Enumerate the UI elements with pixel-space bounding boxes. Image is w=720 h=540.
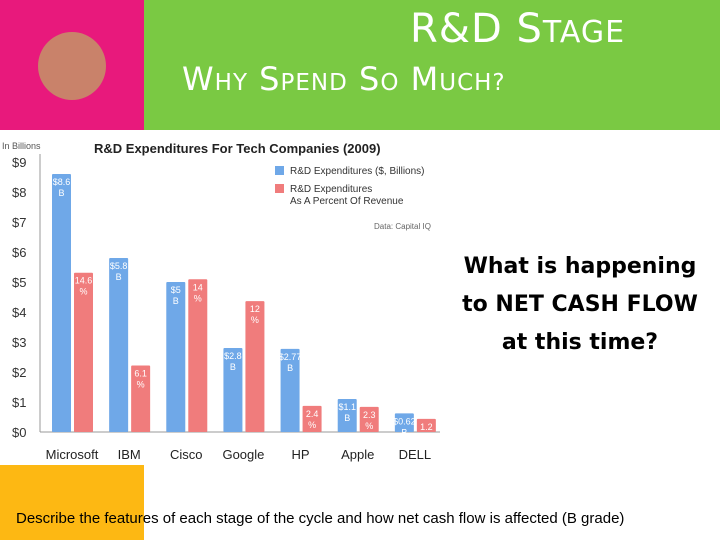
chart-title: R&D Expenditures For Tech Companies (200… [94,141,381,156]
bar-label-percent: 2.4 [306,409,319,419]
legend-label-dollars: R&D Expenditures ($, Billions) [290,166,425,177]
bar-label-dollars: $1.1 [338,402,356,412]
slide-title-line2: WHY SPEND SO MUCH? [182,60,506,98]
y-tick-label: $7 [12,215,26,230]
bar-label-percent-unit: % [137,379,145,389]
bar-label-percent-unit: % [308,420,316,430]
y-tick-label: $0 [12,425,26,440]
y-tick-label: $2 [12,365,26,380]
bar-rd-percent [131,365,151,432]
y-tick-label: $6 [12,245,26,260]
bar-rd-dollars [394,413,414,432]
y-tick-label: $9 [12,155,26,170]
bar-label-dollars: $5.8 [110,261,128,271]
bar-label-dollars: $2.8 [224,351,242,361]
chart-container: R&D Expenditures For Tech Companies (200… [0,130,444,465]
bar-rd-dollars [166,282,186,432]
bar-rd-percent [74,272,93,432]
bar-label-dollars: $2.77 [279,352,302,362]
x-tick-label: Microsoft [46,447,99,462]
bar-label-dollars-unit: B [344,413,350,423]
bar-label-percent-unit: % [194,293,202,303]
legend-swatch-percent [275,184,284,193]
bar-rd-percent [416,418,436,432]
bar-label-percent: 1.2 [420,422,433,432]
bar-label-percent-unit: % [422,433,430,443]
slide-title-line1: R&D STAGE [410,6,626,52]
bar-rd-percent [245,301,265,432]
bar-label-percent-unit: % [79,287,87,297]
x-tick-label: Cisco [170,447,203,462]
y-axis-label: In Billions [2,141,41,151]
x-tick-label: Google [222,447,264,462]
bar-label-dollars-unit: B [58,188,64,198]
bar-label-percent: 12 [250,304,260,314]
bar-label-dollars-unit: B [230,362,236,372]
bar-label-percent-unit: % [365,421,373,431]
bar-label-dollars-unit: B [116,272,122,282]
bar-label-dollars: $5 [171,285,181,295]
y-tick-label: $3 [12,335,26,350]
y-tick-label: $4 [12,305,26,320]
bar-label-dollars: $8.6 [53,177,71,187]
bar-label-percent: 2.3 [363,410,376,420]
legend-swatch-dollars [275,166,284,175]
bar-rd-dollars [223,348,243,432]
footer-instruction: Describe the features of each stage of t… [16,510,625,527]
bar-label-dollars-unit: B [173,296,179,306]
y-tick-label: $8 [12,185,26,200]
bar-rd-percent [302,405,322,432]
title-banner [144,0,720,130]
bar-rd-dollars [52,174,71,432]
question-text: What is happening to NET CASH FLOW at th… [462,254,698,355]
bar-rd-dollars [337,399,357,432]
bar-rd-dollars [109,258,129,432]
x-tick-label: IBM [118,447,141,462]
legend-label-percent-line1: R&D Expenditures [290,184,372,195]
bar-rd-percent [359,406,379,432]
legend-label-percent-line2: As A Percent Of Revenue [290,196,404,207]
y-tick-label: $1 [12,395,26,410]
bar-rd-percent [188,279,208,432]
bar-label-percent: 14 [193,282,203,292]
bar-label-percent-unit: % [251,315,259,325]
source-note: Data: Capital IQ [374,222,431,231]
bar-label-percent: 14.6 [75,276,93,286]
bar-rd-dollars [280,348,300,432]
x-tick-label: HP [292,447,310,462]
x-tick-label: DELL [399,447,432,462]
x-tick-label: Apple [341,447,374,462]
yellow-decor-block [0,465,144,540]
bar-label-dollars-unit: B [401,427,407,437]
y-tick-label: $5 [12,275,26,290]
decor-circle [38,32,106,100]
bar-label-dollars: $0.62 [393,416,416,426]
bar-label-percent: 6.1 [134,368,147,378]
bar-label-dollars-unit: B [287,363,293,373]
rd-expenditure-chart: R&D Expenditures For Tech Companies (200… [2,141,440,462]
